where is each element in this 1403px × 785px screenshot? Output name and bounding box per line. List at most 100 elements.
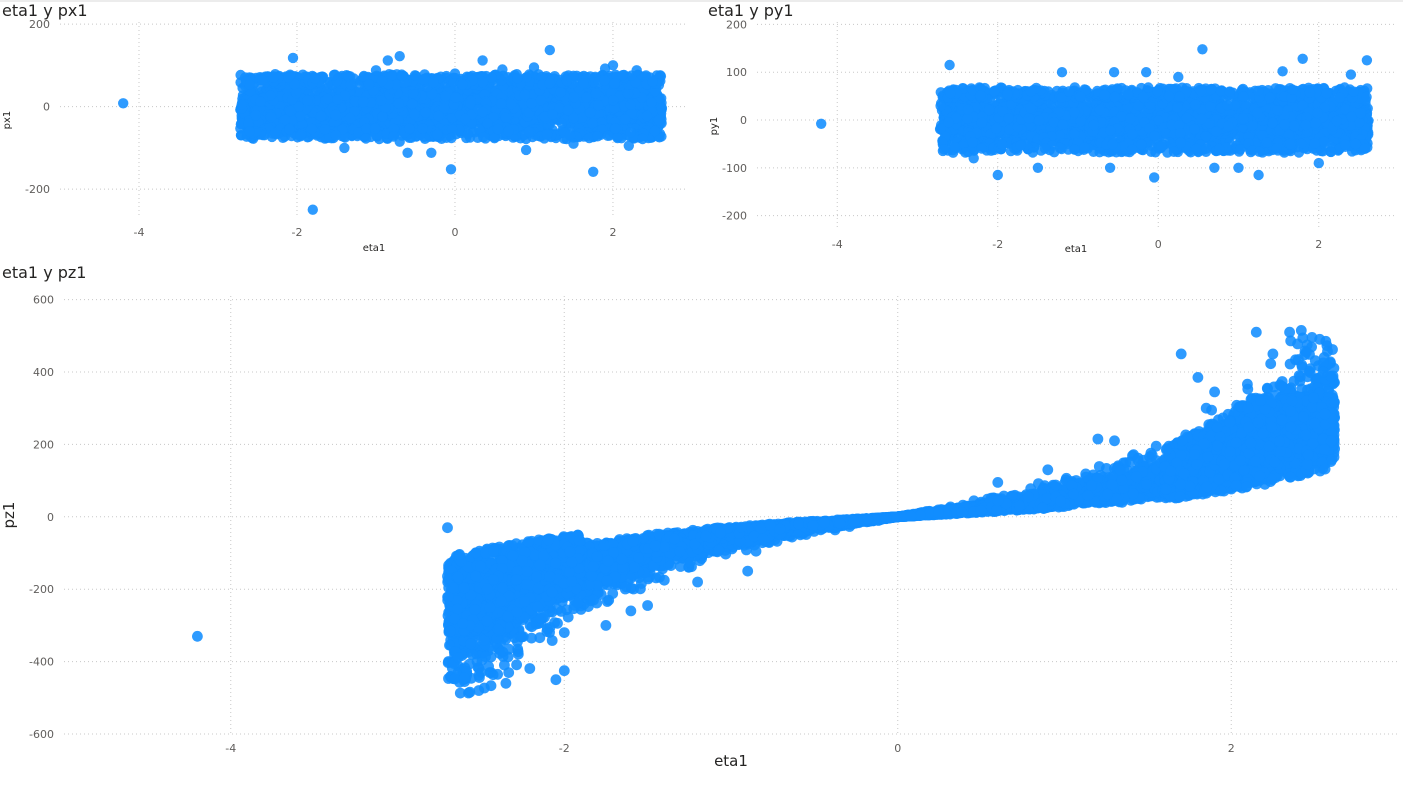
- scatter-point: [477, 106, 488, 118]
- scatter-point: [243, 118, 254, 129]
- scatter-point: [236, 99, 247, 110]
- scatter-point: [503, 126, 514, 137]
- scatter-point: [457, 79, 468, 90]
- chart-py1-visual[interactable]: eta1 y py1 200 100 0 -100 -200 -4 -2 0 2 eta1 py1: [705, 0, 1403, 262]
- scatter-point: [607, 60, 619, 71]
- scatter-point: [390, 79, 402, 90]
- scatter-point: [465, 98, 476, 109]
- scatter-point: [357, 97, 369, 108]
- scatter-point: [478, 132, 489, 143]
- x-tick-label: -4: [832, 238, 843, 251]
- scatter-point: [647, 76, 658, 88]
- scatter-point: [446, 132, 457, 144]
- scatter-point: [562, 104, 574, 116]
- scatter-point: [526, 98, 537, 109]
- scatter-point: [369, 123, 381, 134]
- scatter-point: [339, 142, 350, 154]
- scatter-point: [612, 132, 623, 144]
- scatter-point: [590, 88, 602, 99]
- scatter-point: [330, 109, 341, 121]
- scatter-point: [506, 98, 517, 110]
- scatter-point: [307, 204, 318, 215]
- scatter-point: [449, 68, 461, 79]
- scatter-point: [482, 118, 493, 129]
- scatter-point: [438, 103, 450, 114]
- y-tick-label: 200: [29, 18, 50, 31]
- scatter-point: [568, 112, 579, 124]
- scatter-point: [512, 73, 523, 84]
- scatter-point: [360, 133, 372, 144]
- chart-py1-title: eta1 y py1: [708, 1, 794, 20]
- scatter-point: [428, 77, 439, 88]
- scatter-point: [486, 72, 497, 84]
- scatter-point: [544, 44, 555, 56]
- y-axis-title: px1: [2, 111, 13, 130]
- scatter-point: [544, 78, 555, 89]
- scatter-point: [609, 102, 620, 114]
- scatter-point: [382, 55, 393, 66]
- scatter-point: [588, 166, 599, 177]
- scatter-point: [386, 70, 398, 81]
- scatter-point: [622, 88, 634, 99]
- scatter-point: [407, 88, 419, 99]
- scatter-point: [322, 93, 333, 105]
- scatter-point: [440, 90, 451, 102]
- scatter-point: [631, 65, 642, 76]
- scatter-point: [460, 113, 471, 125]
- x-tick-label: -4: [134, 226, 145, 239]
- scatter-point: [250, 110, 261, 121]
- chart-px1-visual[interactable]: eta1 y px1 200 0 -200 -4 -2 0 2 eta1 px1: [0, 0, 700, 262]
- scatter-point: [593, 100, 604, 111]
- scatter-point: [293, 101, 304, 113]
- scatter-point: [417, 123, 428, 134]
- scatter-point: [592, 131, 603, 142]
- scatter-point: [363, 79, 375, 90]
- scatter-point: [646, 97, 657, 108]
- scatter-point: [555, 87, 566, 98]
- scatter-point: [619, 114, 631, 125]
- scatter-point: [235, 69, 246, 81]
- scatter-point: [568, 91, 580, 103]
- scatter-point: [593, 108, 604, 120]
- scatter-point: [358, 70, 370, 82]
- scatter-point: [394, 136, 405, 147]
- scatter-point: [279, 114, 291, 126]
- scatter-point: [495, 98, 507, 109]
- y-tick-label: 200: [726, 18, 747, 31]
- scatter-point: [370, 65, 382, 76]
- scatter-point: [585, 107, 596, 119]
- y-tick-label: 100: [726, 66, 747, 79]
- scatter-point: [268, 72, 279, 83]
- scatter-point: [625, 99, 636, 110]
- scatter-point: [578, 78, 589, 89]
- scatter-point: [617, 70, 628, 81]
- scatter-point: [576, 112, 588, 123]
- scatter-point: [523, 126, 535, 138]
- scatter-point: [402, 147, 413, 158]
- scatter-point: [653, 114, 664, 126]
- scatter-point: [235, 77, 246, 88]
- scatter-point: [291, 87, 302, 99]
- scatter-point: [625, 127, 636, 138]
- scatter-point: [497, 64, 508, 75]
- y-tick-label: -200: [722, 210, 747, 223]
- scatter-point: [409, 109, 420, 120]
- x-tick-label: 0: [1155, 238, 1162, 251]
- scatter-point: [640, 70, 652, 81]
- scatter-point: [568, 138, 579, 149]
- scatter-point: [388, 123, 400, 135]
- scatter-point: [257, 75, 268, 86]
- scatter-point: [535, 94, 547, 106]
- scatter-point: [432, 129, 443, 140]
- scatter-point: [446, 124, 458, 135]
- scatter-point: [547, 109, 558, 120]
- scatter-point: [561, 75, 573, 86]
- scatter-point: [376, 75, 388, 87]
- scatter-point: [433, 110, 444, 122]
- scatter-point: [637, 133, 648, 145]
- scatter-point: [330, 129, 341, 141]
- scatter-point: [404, 123, 415, 134]
- scatter-point: [426, 88, 438, 100]
- scatter-point: [426, 147, 437, 158]
